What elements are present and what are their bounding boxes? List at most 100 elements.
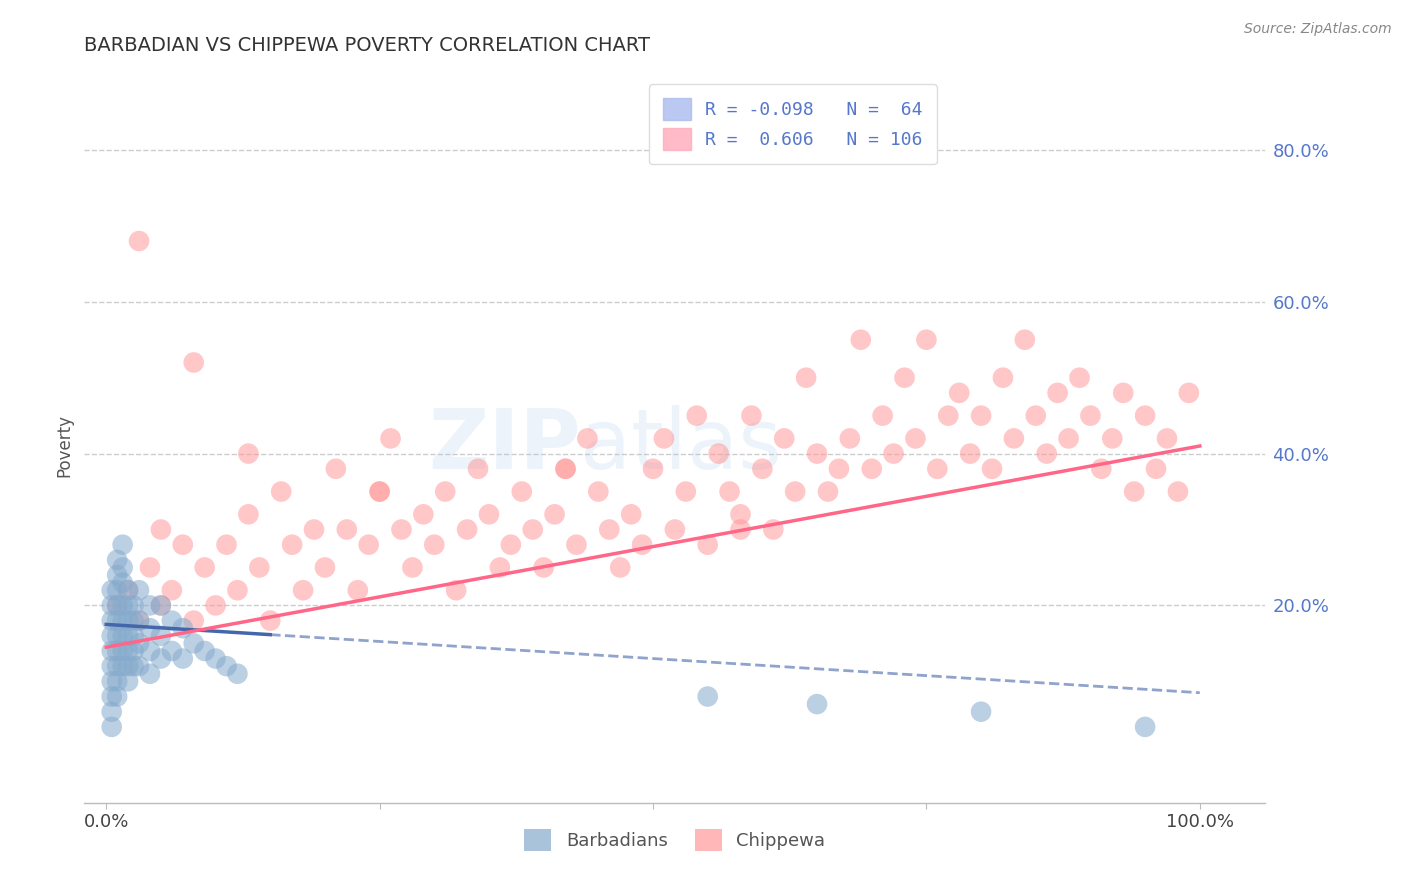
Point: [357, 538, 380, 552]
Point: [1167, 484, 1189, 499]
Point: [281, 538, 304, 552]
Point: [100, 705, 122, 719]
Point: [111, 538, 134, 552]
Point: [707, 447, 730, 461]
Point: [401, 560, 423, 574]
Point: [444, 583, 467, 598]
Point: [981, 462, 1004, 476]
Point: [380, 431, 402, 445]
Point: [105, 568, 128, 582]
Point: [927, 462, 949, 476]
Point: [117, 583, 139, 598]
Point: [828, 462, 851, 476]
Point: [117, 583, 139, 598]
Point: [149, 651, 172, 665]
Point: [860, 462, 883, 476]
Point: [117, 659, 139, 673]
Point: [620, 508, 643, 522]
Point: [576, 431, 599, 445]
Point: [904, 431, 927, 445]
Point: [368, 484, 391, 499]
Point: [1080, 409, 1102, 423]
Point: [215, 538, 238, 552]
Point: [959, 447, 981, 461]
Point: [172, 651, 194, 665]
Point: [543, 508, 565, 522]
Point: [117, 674, 139, 689]
Point: [105, 674, 128, 689]
Text: Source: ZipAtlas.com: Source: ZipAtlas.com: [1244, 22, 1392, 37]
Point: [105, 553, 128, 567]
Point: [117, 614, 139, 628]
Point: [467, 462, 489, 476]
Point: [122, 599, 145, 613]
Point: [105, 690, 128, 704]
Point: [122, 644, 145, 658]
Point: [128, 614, 150, 628]
Point: [100, 629, 122, 643]
Point: [1133, 720, 1156, 734]
Point: [122, 614, 145, 628]
Point: [609, 560, 631, 574]
Point: [226, 666, 249, 681]
Point: [105, 659, 128, 673]
Point: [806, 697, 828, 711]
Point: [696, 690, 718, 704]
Point: [762, 523, 785, 537]
Point: [1069, 370, 1091, 384]
Point: [238, 508, 260, 522]
Point: [238, 447, 260, 461]
Point: [139, 599, 162, 613]
Point: [105, 629, 128, 643]
Point: [1156, 431, 1178, 445]
Text: ZIP: ZIP: [427, 406, 581, 486]
Point: [270, 484, 292, 499]
Point: [1002, 431, 1025, 445]
Point: [391, 523, 413, 537]
Point: [533, 560, 555, 574]
Point: [259, 614, 281, 628]
Point: [970, 409, 993, 423]
Point: [183, 355, 205, 369]
Point: [139, 560, 162, 574]
Point: [314, 560, 336, 574]
Point: [522, 523, 544, 537]
Point: [128, 234, 150, 248]
Point: [105, 583, 128, 598]
Point: [489, 560, 512, 574]
Point: [117, 629, 139, 643]
Legend: Barbadians, Chippewa: Barbadians, Chippewa: [517, 822, 832, 858]
Point: [111, 560, 134, 574]
Point: [510, 484, 533, 499]
Point: [675, 484, 697, 499]
Point: [817, 484, 839, 499]
Point: [100, 583, 122, 598]
Point: [149, 599, 172, 613]
Point: [785, 484, 807, 499]
Point: [105, 599, 128, 613]
Point: [368, 484, 391, 499]
Point: [111, 659, 134, 673]
Point: [215, 659, 238, 673]
Point: [948, 385, 970, 400]
Point: [478, 508, 501, 522]
Point: [554, 462, 576, 476]
Text: BARBADIAN VS CHIPPEWA POVERTY CORRELATION CHART: BARBADIAN VS CHIPPEWA POVERTY CORRELATIO…: [84, 36, 651, 54]
Y-axis label: Poverty: Poverty: [55, 415, 73, 477]
Point: [893, 370, 915, 384]
Point: [194, 644, 217, 658]
Point: [1035, 447, 1057, 461]
Point: [117, 599, 139, 613]
Point: [588, 484, 610, 499]
Point: [111, 599, 134, 613]
Point: [718, 484, 741, 499]
Point: [346, 583, 368, 598]
Point: [100, 644, 122, 658]
Point: [149, 523, 172, 537]
Point: [773, 431, 796, 445]
Point: [1133, 409, 1156, 423]
Point: [128, 583, 150, 598]
Point: [686, 409, 709, 423]
Point: [1025, 409, 1047, 423]
Point: [1112, 385, 1135, 400]
